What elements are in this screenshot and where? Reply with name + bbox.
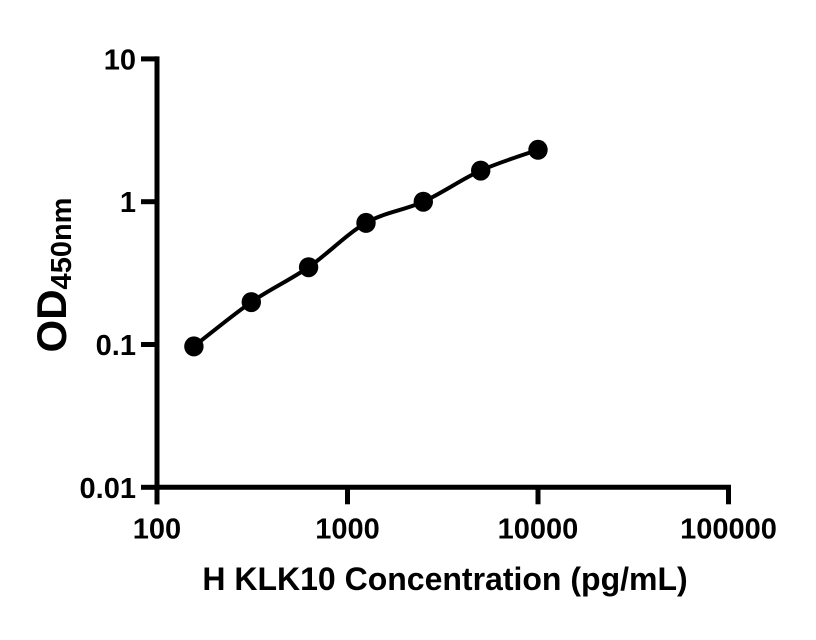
data-point — [298, 257, 319, 278]
data-point — [356, 212, 376, 233]
data-point — [471, 160, 491, 181]
y-tick-label: 0.1 — [96, 330, 136, 362]
data-point — [528, 139, 548, 160]
y-tick-label: 10 — [104, 44, 136, 76]
fit-curve — [192, 147, 539, 348]
y-tick-label: 0.01 — [80, 473, 136, 505]
x-tick-label: 100 — [133, 513, 181, 545]
y-axis-title-sub: 450nm — [46, 198, 78, 290]
x-tick-label: 10000 — [498, 513, 579, 545]
y-tick-label: 1 — [120, 187, 136, 219]
data-point — [413, 191, 433, 212]
x-tick-label: 100000 — [680, 513, 777, 545]
plot-area: 10 1 0.1 0.01 100 1000 10000 100000 — [80, 44, 777, 545]
svg-text:OD450nm: OD450nm — [28, 198, 78, 353]
data-point — [184, 336, 204, 357]
data-point — [241, 292, 261, 313]
x-axis-title: H KLK10 Concentration (pg/mL) — [202, 561, 687, 597]
y-axis-title-main: OD — [28, 289, 75, 352]
x-tick-label: 1000 — [315, 513, 380, 545]
y-axis-title: OD450nm — [28, 198, 78, 353]
